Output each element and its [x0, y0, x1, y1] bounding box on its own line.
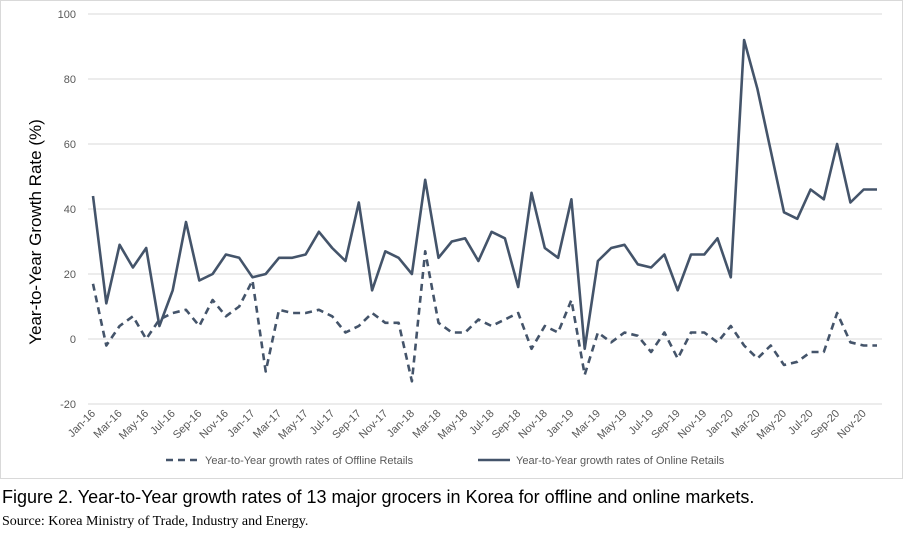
y-tick-label: 0	[70, 334, 76, 346]
x-tick-label: May-18	[436, 408, 470, 442]
source-note: Source: Korea Ministry of Trade, Industr…	[2, 514, 309, 529]
x-tick-label: May-20	[755, 408, 789, 442]
x-tick-label: Sep-17	[330, 408, 364, 442]
x-tick-label: Sep-16	[171, 408, 205, 442]
y-tick-label: 100	[58, 9, 76, 21]
x-tick-label: May-19	[595, 408, 629, 442]
x-tick-label: Sep-19	[649, 408, 683, 442]
series-lines	[91, 38, 877, 383]
y-tick-label: 60	[64, 139, 76, 151]
y-tick-label: -20	[60, 399, 76, 411]
x-tick-label: May-17	[276, 408, 310, 442]
x-tick-label: Nov-17	[357, 408, 391, 442]
y-tick-label: 20	[64, 269, 76, 281]
y-axis-ticks: -20 0 20 40 60 80 100	[58, 9, 76, 411]
legend: Year-to-Year growth rates of Offline Ret…	[166, 455, 725, 467]
x-axis-ticks: Jan-16Mar-16May-16Jul-16Sep-16Nov-16Jan-…	[66, 408, 869, 442]
online-series-line	[91, 38, 877, 351]
y-axis-label: Year-to-Year Growth Rate (%)	[26, 119, 45, 345]
x-tick-label: Nov-18	[516, 408, 550, 442]
legend-label-online: Year-to-Year growth rates of Online Reta…	[516, 455, 725, 467]
x-tick-label: Nov-16	[197, 408, 231, 442]
y-tick-label: 80	[64, 74, 76, 86]
figure-caption: Figure 2. Year-to-Year growth rates of 1…	[2, 487, 755, 507]
y-tick-label: 40	[64, 204, 76, 216]
chart-frame	[0, 0, 903, 479]
legend-label-offline: Year-to-Year growth rates of Offline Ret…	[205, 455, 414, 467]
x-tick-label: Sep-20	[809, 408, 843, 442]
gridlines	[88, 13, 882, 405]
x-tick-label: Sep-18	[490, 408, 524, 442]
offline-series-line	[91, 250, 877, 383]
x-tick-label: Nov-20	[835, 408, 869, 442]
x-tick-label: Nov-19	[676, 408, 710, 442]
line-chart: -20 0 20 40 60 80 100 Jan-16Mar-16May-16Jul-16…	[26, 9, 882, 467]
x-tick-label: May-16	[117, 408, 151, 442]
